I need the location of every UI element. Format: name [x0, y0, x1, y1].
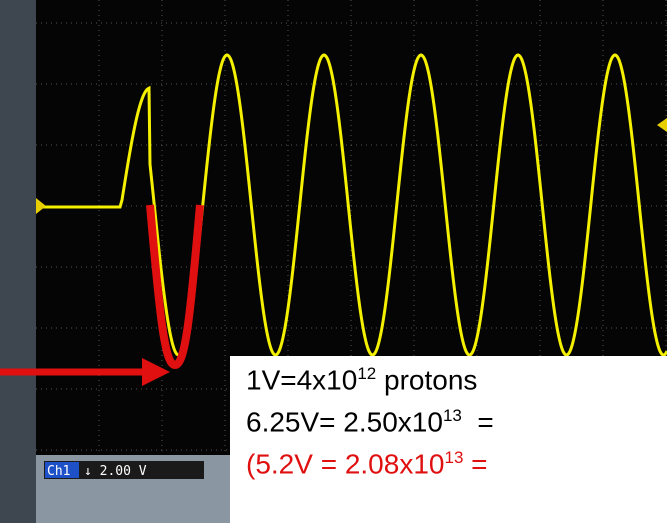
exponent: 12 [357, 364, 376, 383]
left-panel [0, 0, 36, 523]
text: 6.25V= 2.50x10 [246, 406, 443, 437]
screen: Ch1 ↓ 2.00 V 1V=4x1012 protons 6.25V= 2.… [0, 0, 667, 523]
text: = [462, 406, 494, 437]
text: 1V=4x10 [246, 364, 357, 395]
annotation-box: 1V=4x1012 protons 6.25V= 2.50x1013 = (5.… [230, 356, 667, 523]
annotation-line: 1V=4x1012 protons [246, 364, 477, 396]
exponent: 13 [443, 406, 462, 425]
exponent: 13 [444, 448, 463, 467]
text: protons [376, 364, 477, 395]
text: = [463, 448, 487, 479]
annotation-line: (5.2V = 2.08x1013 = [246, 448, 488, 480]
channel-scale: ↓ 2.00 V [84, 464, 147, 479]
annotation-line: 6.25V= 2.50x1013 = [246, 406, 494, 438]
channel-label: Ch1 [47, 464, 70, 479]
text: (5.2V = 2.08x10 [246, 448, 444, 479]
